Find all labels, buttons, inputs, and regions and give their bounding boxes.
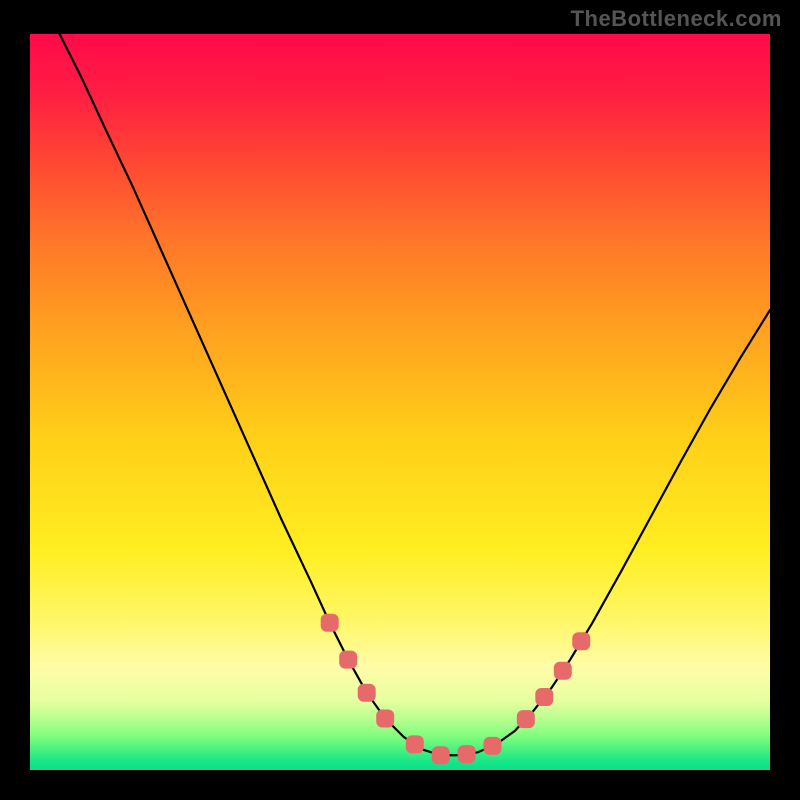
- chart-background: [30, 34, 770, 770]
- chart-svg: [30, 34, 770, 770]
- highlight-marker: [554, 662, 572, 680]
- chart-frame: TheBottleneck.com: [0, 0, 800, 800]
- highlight-marker: [458, 745, 476, 763]
- highlight-marker: [432, 746, 450, 764]
- highlight-marker: [321, 614, 339, 632]
- bottleneck-chart: [30, 34, 770, 770]
- highlight-marker: [484, 737, 502, 755]
- watermark-text: TheBottleneck.com: [571, 6, 782, 32]
- highlight-marker: [535, 688, 553, 706]
- highlight-marker: [358, 684, 376, 702]
- highlight-marker: [572, 632, 590, 650]
- highlight-marker: [517, 710, 535, 728]
- highlight-marker: [339, 651, 357, 669]
- highlight-marker: [376, 709, 394, 727]
- highlight-marker: [406, 735, 424, 753]
